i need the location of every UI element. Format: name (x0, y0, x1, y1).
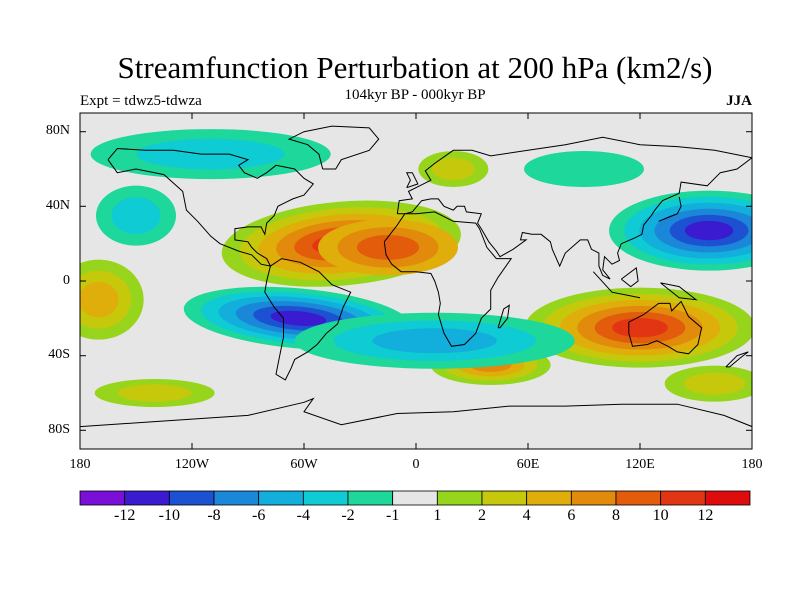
colorbar-swatch (481, 490, 528, 506)
lon-label-0: 0 (412, 457, 420, 472)
contour-region (117, 384, 192, 402)
colorbar-label: 4 (522, 507, 531, 524)
coastline (725, 351, 749, 368)
colorbar-label: -12 (113, 507, 136, 524)
plot-title: Streamfunction Perturbation at 200 hPa (… (117, 50, 713, 85)
colorbar-swatch (347, 490, 394, 506)
contour-region (372, 328, 497, 354)
contour-region (431, 157, 475, 181)
colorbar-swatch (168, 490, 215, 506)
colorbar (79, 490, 751, 506)
lon-ticks (191, 113, 641, 449)
colorbar-label: -4 (296, 507, 310, 524)
contour-region (524, 151, 644, 187)
colorbar-swatch (615, 490, 662, 506)
lon-label-60e: 60E (516, 457, 540, 472)
coastline (658, 196, 682, 222)
lon-label-180e: 180 (741, 457, 763, 472)
lon-label-120e: 120E (625, 457, 655, 472)
contour-region (684, 220, 734, 241)
coastline (628, 300, 703, 355)
lon-label-180w: 180 (69, 457, 91, 472)
coastline (620, 266, 639, 288)
lon-label-60w: 60W (290, 457, 318, 472)
colorbar-label: -2 (341, 507, 355, 524)
lat-label-80n: 80N (45, 123, 70, 138)
coastline (80, 397, 752, 428)
colorbar-swatch (436, 490, 483, 506)
coastlines (80, 125, 752, 428)
colorbar-swatch (526, 490, 572, 506)
coastline (396, 136, 752, 214)
filled-contours (80, 129, 752, 407)
colorbar-label: -8 (207, 507, 221, 524)
colorbar-label: 6 (567, 507, 576, 524)
colorbar-swatch (213, 490, 260, 506)
coastline (264, 258, 352, 381)
season-label: JJA (726, 93, 752, 109)
colorbar-label: -10 (158, 507, 180, 524)
colorbar-swatch (258, 490, 304, 506)
experiment-label: Expt = tdwz5-tdwza (80, 93, 202, 109)
lat-label-eq: 0 (63, 273, 70, 288)
colorbar-label: 12 (697, 507, 714, 524)
colorbar-swatch (392, 490, 438, 506)
colorbar-swatch (302, 490, 349, 506)
colorbar-label: 1 (433, 507, 442, 524)
colorbar-swatch (704, 490, 751, 506)
coastline (497, 304, 510, 329)
contour-region (612, 317, 668, 338)
contour-region (111, 197, 161, 235)
coastline (107, 147, 315, 267)
lon-label-120w: 120W (174, 457, 210, 472)
contour-region (80, 281, 119, 318)
coastline (397, 157, 752, 280)
coastline (660, 282, 698, 301)
contour-region (683, 372, 746, 395)
colorbar-label: -1 (385, 507, 400, 524)
coastline (592, 271, 641, 299)
colorbar-swatch (124, 490, 170, 506)
coastline (287, 125, 380, 170)
contour-region (270, 310, 327, 326)
lat-label-40n: 40N (45, 198, 70, 213)
period-label: 104kyr BP - 000kyr BP (344, 87, 486, 103)
lat-ticks (80, 131, 752, 431)
colorbar-swatch (570, 490, 617, 506)
colorbar-label: 10 (652, 507, 669, 524)
colorbar-swatch (660, 490, 706, 506)
lat-label-80s: 80S (48, 422, 70, 437)
colorbar-label: 8 (612, 507, 620, 524)
colorbar-label: 2 (478, 507, 486, 524)
contour-field (80, 113, 752, 449)
coastline (383, 211, 513, 347)
contour-region (356, 234, 420, 260)
lat-label-40s: 40S (48, 347, 70, 362)
colorbar-label: -6 (251, 507, 266, 524)
coastline (405, 172, 419, 189)
colorbar-swatch (79, 490, 126, 506)
